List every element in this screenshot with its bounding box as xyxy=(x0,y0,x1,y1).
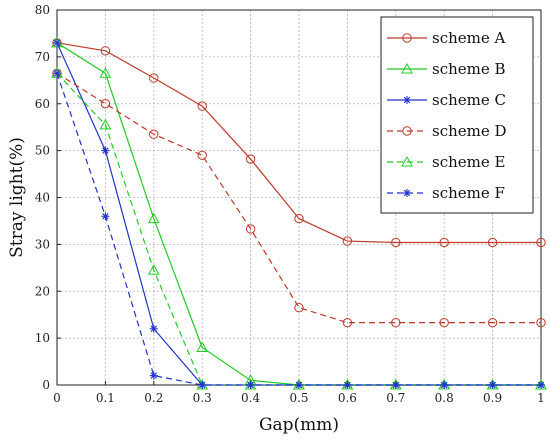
data-point xyxy=(147,264,160,275)
data-point xyxy=(246,381,255,389)
x-tick-label: 0.8 xyxy=(435,391,454,405)
x-tick-label: 0.9 xyxy=(483,391,502,405)
legend-marker xyxy=(402,33,412,43)
data-point xyxy=(391,237,401,248)
series-group xyxy=(51,36,547,390)
x-tick-label: 0.3 xyxy=(193,391,212,405)
data-point xyxy=(536,317,546,328)
legend-item: scheme F xyxy=(387,184,505,202)
data-point xyxy=(342,317,353,328)
data-point xyxy=(53,38,61,47)
y-tick-label: 40 xyxy=(35,191,50,205)
y-tick-label: 20 xyxy=(35,284,50,298)
data-point xyxy=(100,46,111,56)
series-scheme-f xyxy=(53,69,545,389)
data-point xyxy=(99,67,112,78)
data-point xyxy=(294,213,304,224)
data-point xyxy=(439,237,449,248)
data-point xyxy=(295,381,303,389)
data-point xyxy=(488,381,497,389)
data-point xyxy=(101,146,110,155)
data-point xyxy=(343,381,352,389)
legend-marker xyxy=(403,96,411,104)
data-point xyxy=(487,237,498,248)
data-point xyxy=(147,212,160,224)
y-tick-label: 80 xyxy=(35,3,50,17)
y-tick-label: 70 xyxy=(35,50,50,64)
legend-label: scheme D xyxy=(432,122,507,140)
data-point xyxy=(99,118,112,130)
data-point xyxy=(342,236,353,246)
legend-label: scheme F xyxy=(432,184,505,202)
x-tick-label: 0.5 xyxy=(289,391,308,405)
legend-item: scheme C xyxy=(387,91,506,109)
legend-box xyxy=(380,16,534,214)
y-tick-label: 10 xyxy=(35,331,50,345)
series-line xyxy=(56,42,541,244)
data-point xyxy=(101,212,110,221)
x-tick-label: 1 xyxy=(537,391,545,405)
data-point xyxy=(245,154,256,164)
series-line xyxy=(56,72,541,324)
data-point xyxy=(149,129,159,139)
data-point xyxy=(198,381,207,389)
x-tick-label: 0.1 xyxy=(96,391,115,405)
x-tick-label: 0.4 xyxy=(241,391,260,405)
legend-marker xyxy=(403,189,411,197)
x-tick-label: 0.6 xyxy=(338,391,357,405)
data-point xyxy=(440,381,449,389)
y-tick-label: 0 xyxy=(42,378,50,392)
legend-marker xyxy=(401,155,413,167)
legend-label: scheme E xyxy=(432,153,505,171)
data-point xyxy=(100,99,111,109)
x-tick-label: 0.7 xyxy=(386,391,405,405)
data-point xyxy=(439,317,449,328)
data-point xyxy=(537,381,545,389)
x-tick-label: 0 xyxy=(53,391,61,405)
legend-marker xyxy=(402,126,412,136)
y-tick-label: 50 xyxy=(35,144,50,158)
legend-marker xyxy=(401,62,413,74)
legend-item: scheme A xyxy=(387,29,506,47)
series-scheme-d xyxy=(52,68,546,328)
legend-label: scheme C xyxy=(432,91,506,109)
legend-label: scheme B xyxy=(432,60,506,78)
data-point xyxy=(149,324,158,333)
data-point xyxy=(391,317,401,328)
data-point xyxy=(196,341,209,352)
x-tick-label: 0.2 xyxy=(144,391,163,405)
data-point xyxy=(487,317,498,328)
series-scheme-a xyxy=(52,38,546,248)
axis-ticks: 0 0.1 0.2 0.3 0.4 0.5 0.6 0.7 0.8 0.9 101020304050… xyxy=(35,3,545,405)
data-point xyxy=(294,302,304,313)
legend: scheme A scheme B scheme C scheme D scheme E… xyxy=(380,16,534,214)
data-point xyxy=(197,150,207,161)
y-tick-label: 60 xyxy=(35,97,50,111)
legend-item: scheme E xyxy=(387,153,505,171)
data-point xyxy=(53,69,61,78)
legend-item: scheme B xyxy=(387,60,506,78)
data-point xyxy=(245,224,256,234)
data-point xyxy=(149,371,158,380)
legend-item: scheme D xyxy=(387,122,507,140)
data-point xyxy=(149,73,159,83)
data-point xyxy=(391,381,400,389)
data-point xyxy=(536,237,546,248)
y-axis-label: Stray light(%) xyxy=(7,137,27,258)
data-point xyxy=(197,101,207,111)
legend-label: scheme A xyxy=(432,29,506,47)
x-axis-label: Gap(mm) xyxy=(259,415,339,435)
y-tick-label: 30 xyxy=(35,237,50,251)
